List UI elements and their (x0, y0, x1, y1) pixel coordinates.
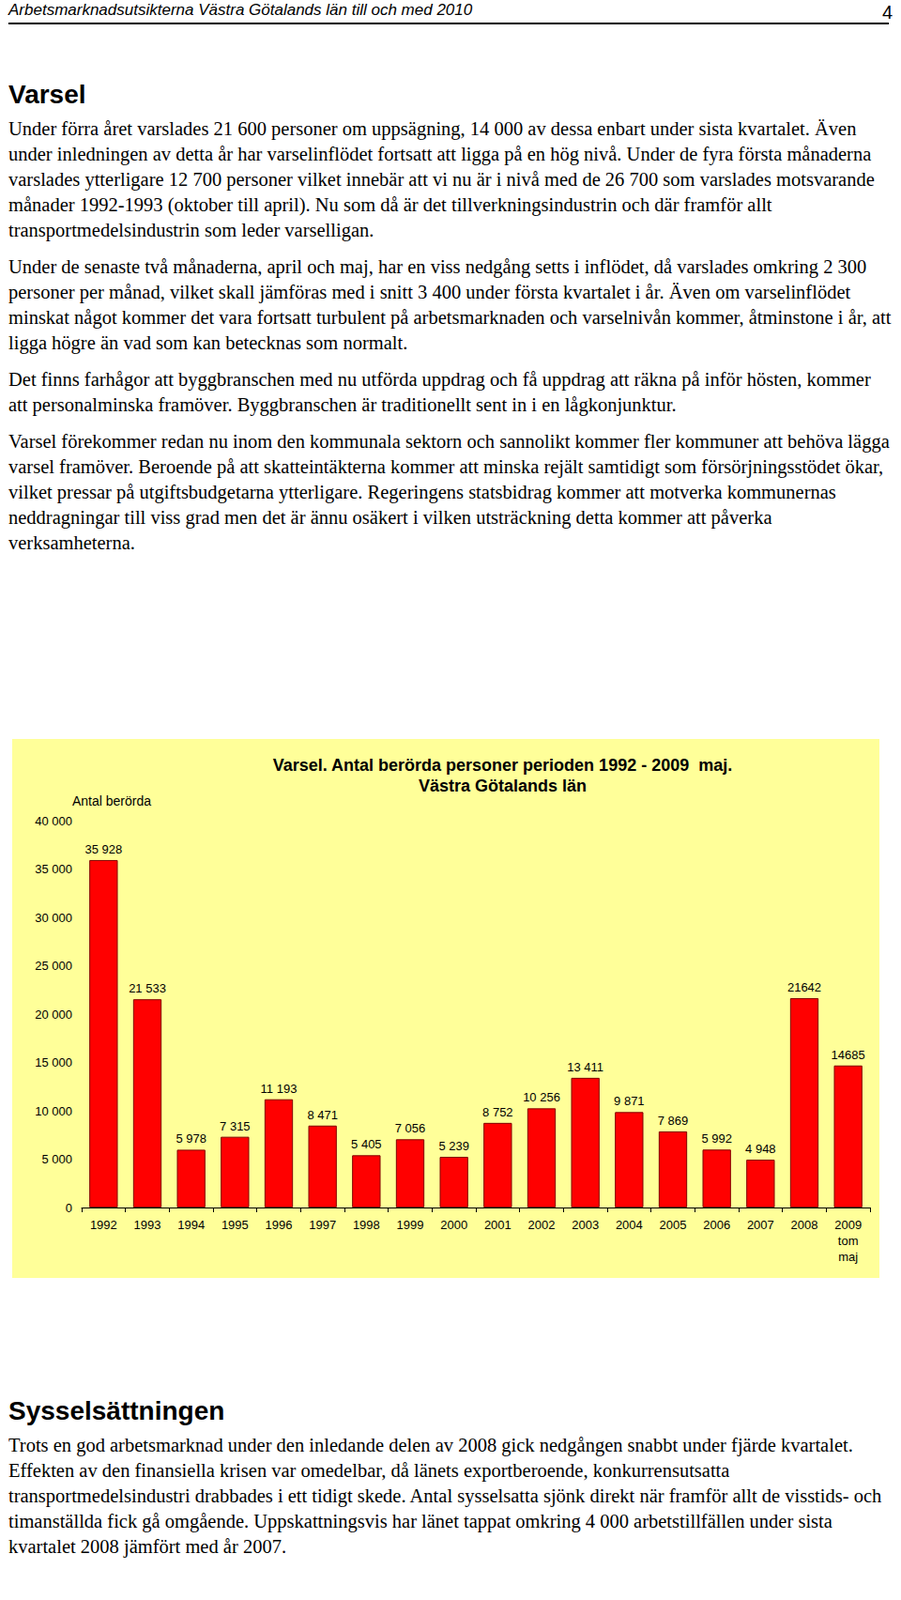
svg-text:7 869: 7 869 (657, 1113, 689, 1128)
svg-text:5 000: 5 000 (41, 1151, 73, 1166)
svg-text:1995: 1995 (221, 1217, 249, 1232)
svg-text:Västra Götalands län: Västra Götalands län (418, 776, 587, 795)
svg-text:2000: 2000 (440, 1217, 468, 1232)
svg-text:11 193: 11 193 (260, 1081, 298, 1096)
html-text:Arbetsmarknadsutsikterna Västr: Arbetsmarknadsutsikterna Västra Götaland… (8, 0, 473, 19)
svg-text:Antal berörda: Antal berörda (72, 793, 152, 809)
html-text:Det finns farhågor att byggbra: Det finns farhågor att byggbranschen med… (8, 368, 871, 415)
svg-text:0: 0 (65, 1200, 73, 1215)
svg-text:2001: 2001 (484, 1217, 512, 1232)
svg-text:2004: 2004 (615, 1217, 643, 1232)
svg-text:1999: 1999 (397, 1217, 425, 1232)
svg-text:2003: 2003 (571, 1217, 599, 1232)
svg-text:4 948: 4 948 (745, 1141, 777, 1156)
svg-text:2006: 2006 (702, 1217, 731, 1232)
html-text:Sysselsättningen: Sysselsättningen (8, 1395, 225, 1425)
html-text:Varsel förekommer redan nu ino: Varsel förekommer redan nu inom den komm… (8, 430, 890, 553)
svg-text:8 752: 8 752 (482, 1104, 514, 1119)
svg-text:tom: tom (838, 1233, 859, 1248)
svg-text:10 256: 10 256 (522, 1089, 561, 1104)
svg-text:35 928: 35 928 (84, 841, 123, 856)
svg-text:1994: 1994 (177, 1217, 205, 1232)
html-text:4: 4 (882, 1, 893, 23)
svg-text:13 411: 13 411 (566, 1059, 604, 1074)
svg-text:1997: 1997 (308, 1217, 336, 1232)
svg-text:2008: 2008 (791, 1217, 819, 1232)
svg-text:7 056: 7 056 (395, 1120, 427, 1135)
svg-text:2007: 2007 (747, 1217, 775, 1232)
svg-text:1993: 1993 (134, 1217, 162, 1232)
svg-text:7 315: 7 315 (219, 1118, 251, 1133)
svg-text:1996: 1996 (265, 1217, 293, 1232)
svg-text:10 000: 10 000 (34, 1103, 73, 1118)
html-text:Under förra året varslades 21: Under förra året varslades 21 600 person… (8, 118, 875, 241)
svg-text:15 000: 15 000 (34, 1054, 73, 1069)
svg-text:5 405: 5 405 (351, 1136, 382, 1151)
svg-text:Varsel. Antal berörda personer: Varsel. Antal berörda personer perioden … (273, 755, 734, 775)
html-text:Varsel: Varsel (8, 79, 86, 109)
svg-text:8 471: 8 471 (306, 1107, 338, 1122)
svg-text:1992: 1992 (90, 1217, 118, 1232)
svg-text:21642: 21642 (787, 979, 822, 994)
html-text:Trots en god arbetsmarknad und: Trots en god arbetsmarknad under den inl… (8, 1434, 882, 1557)
svg-text:maj: maj (838, 1249, 858, 1264)
svg-text:40 000: 40 000 (34, 813, 73, 828)
svg-text:5 978: 5 978 (175, 1130, 207, 1146)
svg-text:5 992: 5 992 (701, 1130, 733, 1146)
svg-text:20 000: 20 000 (34, 1007, 73, 1022)
svg-text:9 871: 9 871 (613, 1093, 645, 1108)
svg-text:2005: 2005 (659, 1217, 688, 1232)
svg-text:5 239: 5 239 (438, 1138, 470, 1153)
svg-text:30 000: 30 000 (34, 910, 73, 925)
svg-text:21 533: 21 533 (128, 980, 167, 995)
svg-text:2002: 2002 (528, 1217, 556, 1232)
svg-text:35 000: 35 000 (34, 861, 73, 876)
svg-text:1998: 1998 (352, 1217, 381, 1232)
svg-text:14685: 14685 (831, 1047, 866, 1062)
html-text:Under de senaste två månaderna: Under de senaste två månaderna, april oc… (8, 256, 892, 353)
svg-text:25 000: 25 000 (34, 958, 73, 973)
svg-text:2009: 2009 (834, 1217, 862, 1232)
